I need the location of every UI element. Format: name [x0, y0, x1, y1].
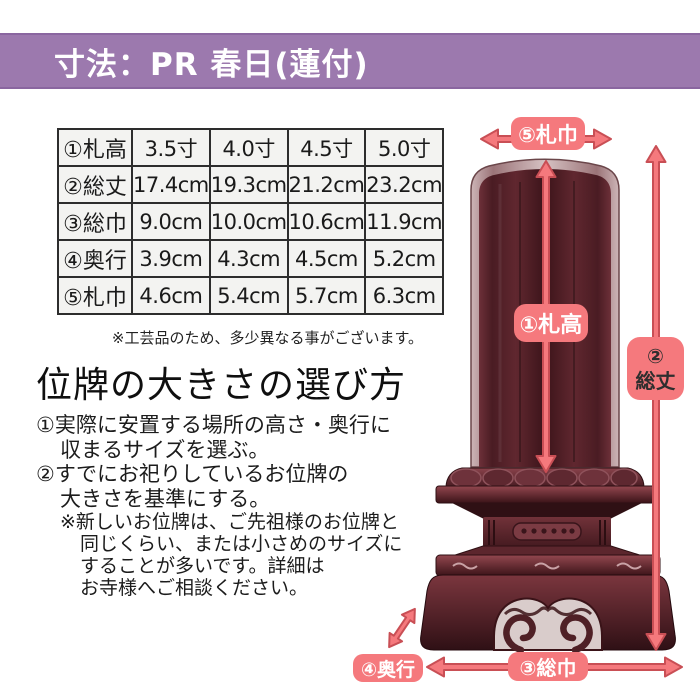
label-total-height: ② 総丈 [627, 337, 684, 400]
guide-line: ①実際に安置する場所の高さ・奥行に [36, 413, 391, 437]
row-label: ④奥行 [57, 239, 133, 278]
label-total-width: ③総巾 [508, 652, 588, 681]
foot-base [420, 574, 676, 654]
label-fuda-width: ⑤札巾 [511, 117, 585, 150]
label-total-height-text: 総丈 [635, 368, 676, 393]
guide-line: お寺様へご相談ください。 [80, 577, 309, 599]
pedestal [435, 485, 661, 577]
table-row: ⑤札巾 4.6cm 5.4cm 5.7cm 6.3cm [57, 276, 445, 315]
arrow-depth [388, 607, 416, 649]
table-cell: 5.7cm [286, 276, 367, 315]
table-row: ①札高 3.5寸 4.0寸 4.5寸 5.0寸 [57, 128, 445, 167]
table-cell: 3.5寸 [131, 128, 211, 167]
table-cell: 5.2cm [364, 239, 445, 278]
row-label: ②総丈 [57, 165, 133, 204]
table-cell: 19.3cm [208, 165, 289, 204]
header-banner: 寸法：PR 春日(蓮付) [0, 33, 700, 89]
table-cell: 4.6cm [131, 276, 211, 315]
table-cell: 4.5寸 [286, 128, 367, 167]
page-title: 寸法：PR 春日(蓮付) [54, 46, 369, 83]
table-cell: 3.9cm [131, 239, 211, 278]
craftsmanship-note: ※工芸品のため、多少異なる事がございます。 [111, 329, 423, 347]
guide-line: ※新しいお位牌は、ご先祖様のお位牌と [60, 511, 399, 533]
guide-line: 大きさを基準にする。 [60, 486, 271, 511]
guide-line: ②すでにお祀りしているお位牌の [36, 462, 349, 486]
size-table-wrap: ①札高 3.5寸 4.0寸 4.5寸 5.0寸 ②総丈 17.4cm 19.3c… [57, 128, 445, 315]
guide-line: 同じくらい、または小さめのサイズに [80, 533, 403, 555]
table-cell: 4.0寸 [208, 128, 289, 167]
row-label: ①札高 [57, 128, 133, 167]
table-row: ②総丈 17.4cm 19.3cm 21.2cm 23.2cm [57, 165, 445, 204]
label-depth: ④奥行 [353, 654, 423, 682]
table-cell: 10.6cm [286, 202, 367, 241]
row-label: ⑤札巾 [57, 276, 133, 315]
table-cell: 23.2cm [364, 165, 445, 204]
table-cell: 21.2cm [286, 165, 367, 204]
label-total-height-number: ② [647, 343, 664, 368]
table-cell: 4.5cm [286, 239, 367, 278]
table-cell: 10.0cm [208, 202, 289, 241]
table-cell: 17.4cm [131, 165, 211, 204]
guide-line: 収まるサイズを選ぶ。 [60, 437, 270, 462]
table-cell: 6.3cm [364, 276, 445, 315]
ihai-illustration [388, 128, 683, 678]
row-label: ③総巾 [57, 202, 133, 241]
table-cell: 5.0寸 [364, 128, 445, 167]
size-guide: 位牌の大きさの選び方 ①実際に安置する場所の高さ・奥行に 収まるサイズを選ぶ。 … [36, 365, 456, 600]
table-cell: 11.9cm [364, 202, 445, 241]
size-table: ①札高 3.5寸 4.0寸 4.5寸 5.0寸 ②総丈 17.4cm 19.3c… [57, 128, 445, 315]
guide-title: 位牌の大きさの選び方 [36, 365, 407, 406]
table-row: ④奥行 3.9cm 4.3cm 4.5cm 5.2cm [57, 239, 445, 278]
guide-line: することが多いです。詳細は [80, 555, 325, 577]
table-cell: 9.0cm [131, 202, 211, 241]
label-fuda-height: ①札高 [514, 304, 588, 342]
table-row: ③総巾 9.0cm 10.0cm 10.6cm 11.9cm [57, 202, 445, 241]
table-cell: 5.4cm [208, 276, 289, 315]
table-cell: 4.3cm [208, 239, 289, 278]
